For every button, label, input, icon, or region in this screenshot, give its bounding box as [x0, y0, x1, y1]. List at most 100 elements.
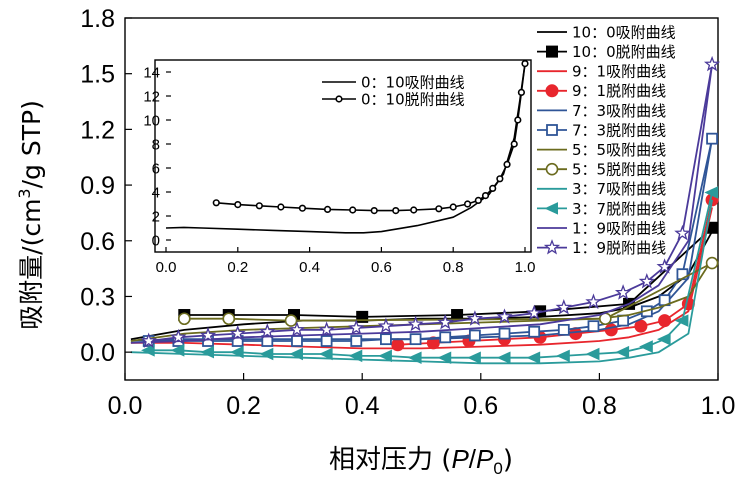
inset-y-tick-label: 10: [143, 112, 160, 129]
main-data-point: [526, 351, 541, 365]
main-data-point: [656, 258, 673, 274]
main-data-point: [705, 256, 719, 270]
main-data-point: [407, 351, 422, 365]
main-data-point: [284, 314, 298, 327]
main-data-point: [229, 325, 246, 341]
main-data-point: [199, 326, 217, 343]
main-data-point: [468, 329, 481, 342]
main-series-line-4: [130, 138, 713, 342]
main-data-point: [289, 347, 303, 361]
main-legend-label: 9：1脱附曲线: [572, 82, 666, 100]
main-legend-label: 5：5脱附曲线: [572, 161, 666, 179]
main-data-point: [704, 186, 719, 199]
inset-y-tick-label: 6: [152, 160, 160, 177]
inset-data-point: [521, 59, 529, 68]
main-x-tick-label: 0.2: [226, 392, 261, 420]
main-data-point: [528, 325, 541, 338]
main-data-point: [391, 338, 405, 352]
main-legend-label: 1：9脱附曲线: [572, 239, 666, 257]
main-legend-marker: [546, 45, 558, 58]
main-data-point: [356, 310, 369, 323]
main-data-point: [380, 333, 392, 346]
main-data-point: [350, 335, 363, 347]
inset-data-point: [323, 205, 332, 213]
main-x-tick-label: 1.0: [701, 392, 736, 420]
inset-data-point: [481, 192, 490, 200]
main-data-point: [585, 293, 602, 310]
inset-data-point: [503, 160, 511, 168]
inset-data-point: [370, 207, 378, 215]
inset-x-tick-label: 1.0: [515, 259, 536, 276]
main-data-point: [170, 344, 185, 357]
main-legend-label: 3：7吸附曲线: [572, 180, 666, 198]
main-data-point: [585, 347, 600, 361]
main-y-axis-label: 吸附量/(cm3/g STP): [15, 100, 46, 330]
inset-y-tick-label: 8: [152, 136, 160, 153]
inset-data-point: [517, 88, 526, 96]
main-data-point: [615, 345, 630, 359]
main-data-point: [259, 323, 276, 339]
main-series-group: [130, 55, 721, 365]
inset-data-point: [410, 206, 418, 214]
inset-data-point: [474, 196, 482, 204]
inset-plot-frame: [154, 59, 532, 253]
main-legend-marker: [546, 124, 558, 136]
main-legend-label: 1：9吸附曲线: [572, 219, 666, 237]
main-x-tick-label: 0.0: [108, 392, 143, 420]
inset-data-point: [255, 202, 263, 210]
main-data-point: [437, 351, 452, 365]
main-data-point: [658, 314, 672, 328]
main-data-point: [604, 323, 618, 337]
main-legend-marker: [545, 84, 559, 98]
inset-data-point: [463, 200, 472, 208]
main-series-line-10: [130, 64, 713, 344]
main-data-point: [674, 314, 689, 327]
inset-data-point: [449, 203, 457, 211]
main-data-point: [318, 347, 333, 361]
main-y-tick-label: 1.8: [80, 5, 115, 33]
main-data-point: [638, 273, 655, 289]
main-data-point: [614, 284, 632, 300]
main-series-line-2: [130, 207, 713, 350]
main-y-tick-label: 1.2: [80, 116, 115, 144]
inset-data-point: [510, 140, 518, 148]
main-data-point: [140, 332, 157, 348]
main-legend-label: 3：7脱附曲线: [572, 200, 666, 218]
main-data-point: [348, 319, 365, 335]
inset-x-tick-label: 0.2: [227, 259, 248, 276]
main-data-point: [703, 55, 721, 72]
main-x-tick-label: 0.8: [582, 392, 617, 420]
main-data-point: [229, 345, 244, 359]
main-data-point: [318, 321, 335, 337]
inset-x-tick-label: 0.6: [371, 259, 392, 276]
main-data-point: [200, 345, 215, 359]
inset-data-point: [392, 207, 400, 215]
main-series-line-6: [130, 258, 713, 342]
inset-x-tick-label: 0.4: [299, 259, 320, 276]
main-data-point: [170, 328, 187, 345]
main-data-point: [617, 314, 630, 327]
inset-y-tick-label: 4: [152, 184, 160, 201]
main-data-point: [467, 351, 481, 365]
inset-plot: 0.0 0.2 0.4 0.6 0.8 1.0 0 2 4 6 8 10 12 14 0：10吸附曲线0：…: [143, 59, 535, 276]
main-data-point: [674, 224, 691, 241]
inset-x-tick-label: 0.0: [156, 259, 177, 276]
main-y-tick-label: 0.6: [80, 228, 115, 256]
main-legend-label: 10：0脱附曲线: [572, 43, 676, 61]
main-legend-label: 7：3脱附曲线: [572, 121, 666, 139]
inset-x-tick-label: 0.8: [443, 259, 464, 276]
main-y-tick-label: 0.0: [80, 339, 115, 367]
main-data-point: [556, 349, 570, 363]
inset-axes: 0.0 0.2 0.4 0.6 0.8 1.0 0 2 4 6 8 10 12 14: [143, 64, 535, 276]
inset-y-tick-label: 14: [143, 64, 160, 81]
main-legend-marker: [545, 162, 559, 176]
main-data-point: [706, 132, 718, 145]
main-data-point: [557, 323, 570, 336]
inset-legend-label: 0：10脱附曲线: [361, 90, 465, 108]
inset-data-point: [349, 206, 357, 214]
main-x-tick-label: 0.6: [463, 392, 498, 420]
main-data-point: [498, 327, 511, 340]
